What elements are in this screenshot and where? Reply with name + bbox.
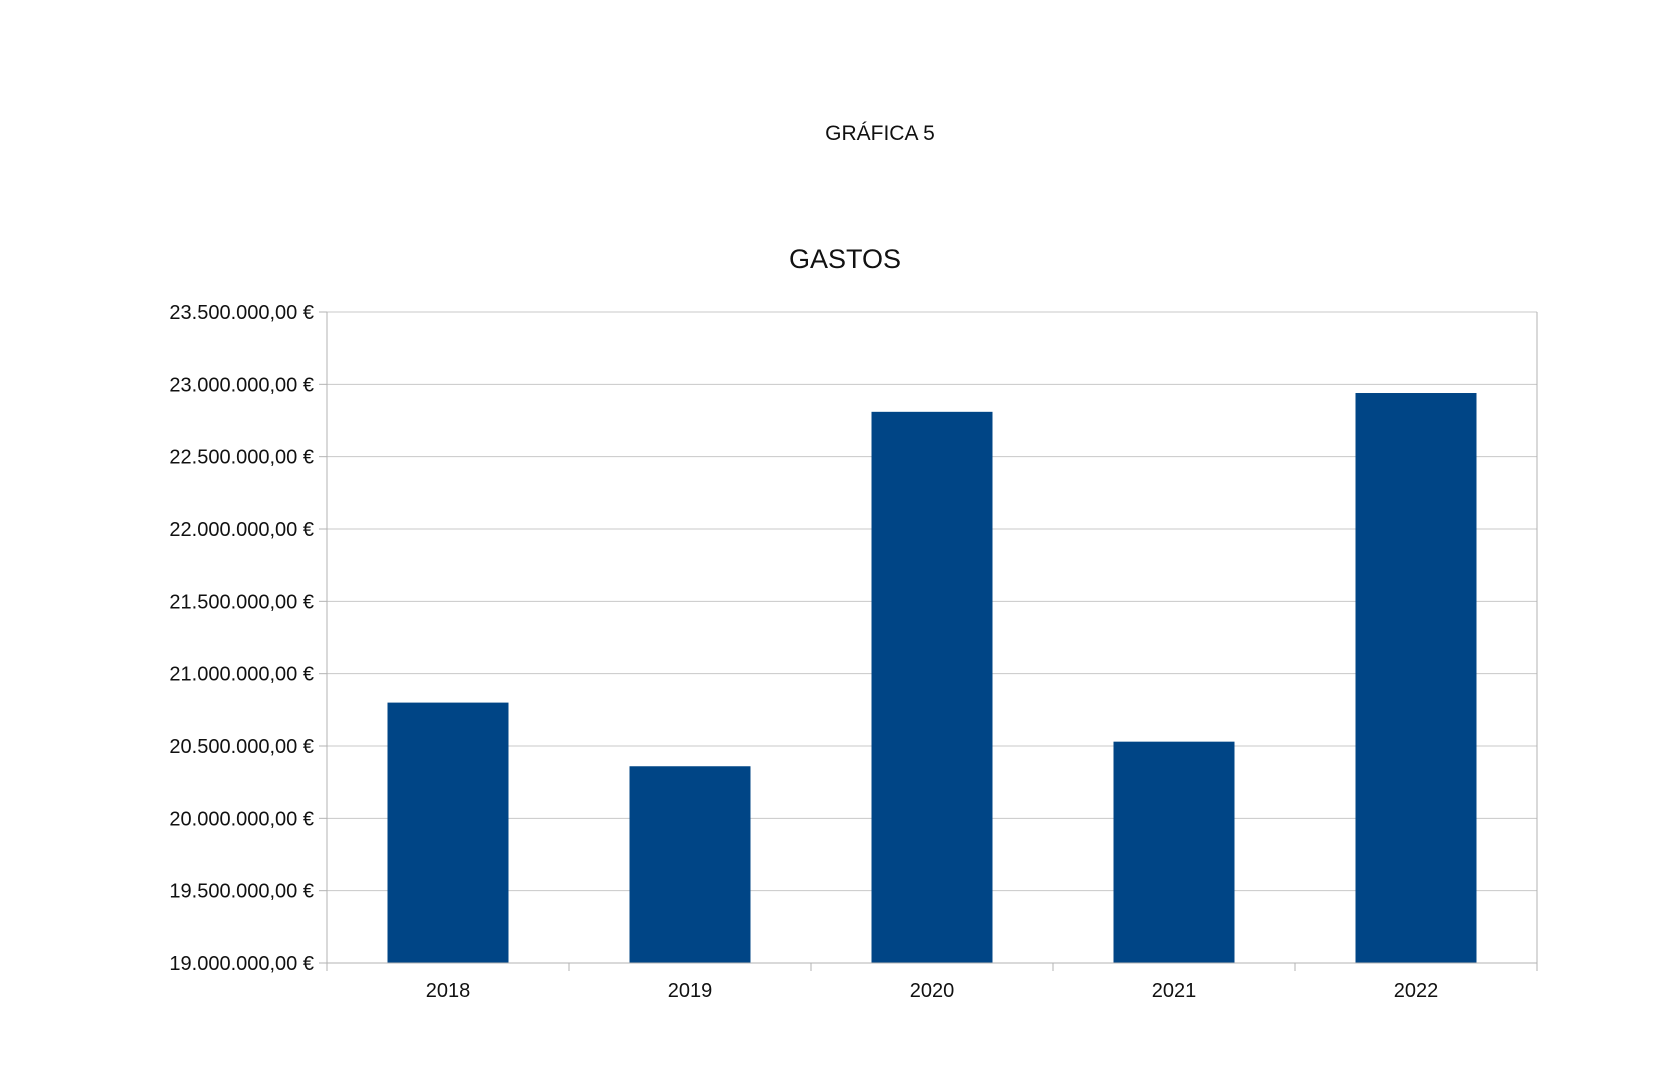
bar-2022 xyxy=(1355,393,1477,964)
y-tick-label: 22.000.000,00 € xyxy=(169,519,314,541)
bar-2018 xyxy=(387,702,509,963)
bars xyxy=(387,393,1477,964)
y-tick-label: 23.500.000,00 € xyxy=(169,302,314,324)
y-tick-label: 20.500.000,00 € xyxy=(169,736,314,758)
y-tick-label: 21.000.000,00 € xyxy=(169,664,314,686)
y-tick-label: 20.000.000,00 € xyxy=(169,808,314,830)
x-tick-label: 2021 xyxy=(1152,980,1197,1002)
x-tick-label: 2022 xyxy=(1394,980,1439,1002)
x-tick-labels: 2018 2019 2020 2021 2022 xyxy=(426,980,1439,1002)
figure-label: GRÁFICA 5 xyxy=(825,122,935,145)
x-tick-label: 2019 xyxy=(668,980,713,1002)
bar-2020 xyxy=(871,411,993,963)
y-tick-label: 19.500.000,00 € xyxy=(169,881,314,903)
bar-2019 xyxy=(629,766,751,963)
bar-2021 xyxy=(1113,741,1235,963)
x-tick-label: 2018 xyxy=(426,980,471,1002)
y-tick-label: 23.000.000,00 € xyxy=(169,374,314,396)
y-tick-labels: 19.000.000,00 € 19.500.000,00 € 20.000.000… xyxy=(169,302,314,975)
axes xyxy=(319,311,1538,971)
y-tick-label: 21.500.000,00 € xyxy=(169,591,314,613)
y-tick-label: 22.500.000,00 € xyxy=(169,447,314,469)
chart-title: GASTOS xyxy=(789,244,901,274)
y-tick-label: 19.000.000,00 € xyxy=(169,953,314,975)
x-tick-label: 2020 xyxy=(910,980,955,1002)
